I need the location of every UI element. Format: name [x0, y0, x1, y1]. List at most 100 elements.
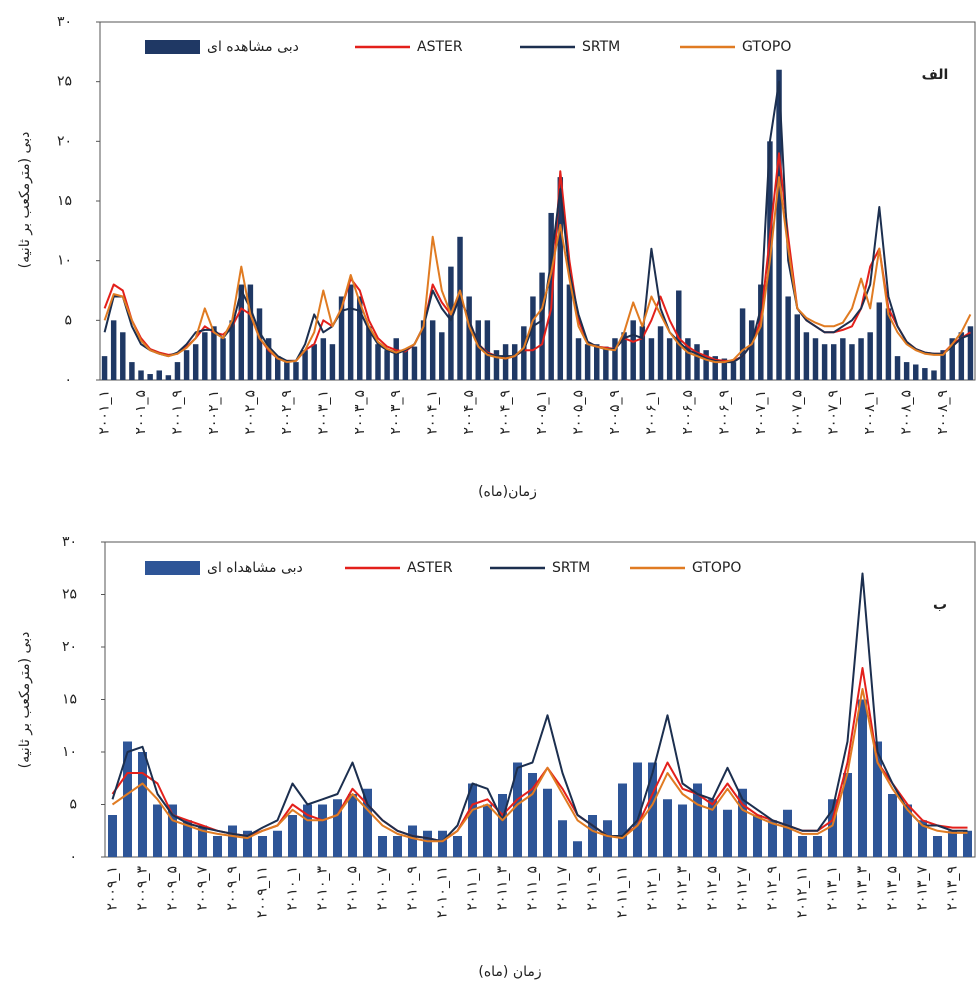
- bar: [873, 741, 882, 857]
- x-tick-label: ۲۰۱۲_۵: [705, 866, 721, 911]
- bar: [423, 830, 432, 857]
- x-tick-label: ۲۰۱۳_۹: [945, 866, 961, 911]
- x-tick-label: ۲۰۱۳_۷: [915, 866, 931, 911]
- x-tick-label: ۲۰۱۰_۷: [375, 866, 391, 911]
- y-tick-label: ۲۰: [62, 639, 77, 655]
- bar: [940, 350, 946, 380]
- x-tick-label: ۲۰۰۸_۹: [935, 390, 951, 435]
- y-tick-label: ۲۵: [62, 587, 77, 603]
- bar: [558, 820, 567, 857]
- bar: [678, 804, 687, 857]
- bar: [603, 820, 612, 857]
- bar: [138, 752, 147, 857]
- bar: [120, 332, 126, 380]
- bar: [621, 332, 627, 380]
- bar: [849, 344, 855, 380]
- bar: [265, 338, 272, 380]
- x-tick-label: ۲۰۱۰_۱: [285, 866, 301, 911]
- x-tick-label: ۲۰۱۳_۳: [855, 866, 871, 911]
- bar: [439, 332, 445, 380]
- bar: [284, 362, 290, 380]
- x-tick-label: ۲۰۰۷_۹: [826, 390, 842, 435]
- bar: [967, 326, 974, 380]
- bar: [183, 820, 192, 857]
- bar: [366, 326, 372, 380]
- bar: [530, 296, 536, 380]
- x-tick-label: ۲۰۰۵_۹: [607, 390, 623, 435]
- x-tick-label: ۲۰۰۶_۱: [643, 390, 659, 435]
- bar: [639, 326, 646, 380]
- bar: [828, 799, 837, 857]
- bar: [108, 815, 117, 857]
- bar: [302, 350, 308, 380]
- x-tick-label: ۲۰۰۹_۷: [195, 866, 211, 911]
- bar: [803, 332, 810, 380]
- bar: [708, 799, 717, 857]
- bar: [813, 836, 822, 857]
- x-tick-label: ۲۰۰۶_۵: [680, 390, 696, 435]
- bar: [783, 809, 792, 857]
- bar: [584, 344, 591, 380]
- bar: [375, 344, 381, 380]
- bar: [513, 762, 522, 857]
- bar: [588, 815, 597, 857]
- bar: [903, 362, 910, 380]
- x-tick-label: ۲۰۱۱_۱: [465, 866, 481, 911]
- bar: [712, 356, 718, 380]
- bar: [528, 773, 537, 857]
- x-tick-label: ۲۰۱۰_۳: [315, 866, 331, 911]
- bar: [753, 815, 762, 857]
- bar: [768, 820, 777, 857]
- bar: [885, 308, 892, 380]
- x-tick-label: ۲۰۱۳_۱: [825, 866, 841, 911]
- bar: [247, 284, 254, 380]
- x-tick-label: ۲۰۱۱_۳: [495, 866, 511, 911]
- x-tick-label: ۲۰۱۱_۵: [525, 866, 541, 911]
- line-series: [103, 176, 972, 364]
- y-tick-label: ۳۰: [57, 14, 72, 30]
- bar: [903, 804, 912, 857]
- y-tick-label: ۲۵: [57, 74, 72, 90]
- panel-label: ب: [933, 597, 947, 613]
- x-tick-label: ۲۰۱۰_۵: [345, 866, 361, 911]
- bar: [329, 344, 336, 380]
- y-axis-title: دبی (مترمکعب بر ثانیه): [17, 632, 33, 769]
- line-series: [111, 688, 968, 843]
- bar: [220, 338, 226, 380]
- bar: [723, 809, 732, 857]
- y-tick-label: ۳۰: [62, 534, 77, 550]
- bar: [448, 266, 454, 380]
- bar: [776, 69, 782, 380]
- bar: [198, 825, 207, 857]
- bar: [153, 804, 162, 857]
- legend-label: SRTM: [582, 39, 620, 55]
- bar: [685, 338, 691, 380]
- bar: [213, 836, 222, 857]
- legend-label: دبی مشاهداه ای: [207, 560, 303, 576]
- bar: [618, 783, 627, 857]
- x-tick-label: ۲۰۰۵_۵: [571, 390, 587, 435]
- bar: [457, 236, 463, 380]
- bar: [730, 362, 737, 380]
- bar: [933, 836, 942, 857]
- y-tick-label: ۱۵: [62, 692, 77, 708]
- bar: [402, 350, 409, 380]
- bar: [288, 815, 297, 857]
- bar: [202, 332, 208, 380]
- bar: [228, 825, 237, 857]
- bar: [348, 794, 357, 857]
- bar: [511, 344, 518, 380]
- bar: [493, 350, 500, 380]
- legend-swatch: [145, 561, 200, 575]
- bar: [468, 783, 477, 857]
- bar: [738, 788, 747, 857]
- bar: [363, 788, 372, 857]
- x-tick-label: ۲۰۰۲_۱: [206, 390, 222, 435]
- bar: [648, 762, 657, 857]
- y-tick-label: ۰: [69, 849, 77, 865]
- bar: [393, 836, 402, 857]
- bar: [812, 338, 819, 380]
- bar: [663, 799, 672, 857]
- bar: [721, 358, 728, 380]
